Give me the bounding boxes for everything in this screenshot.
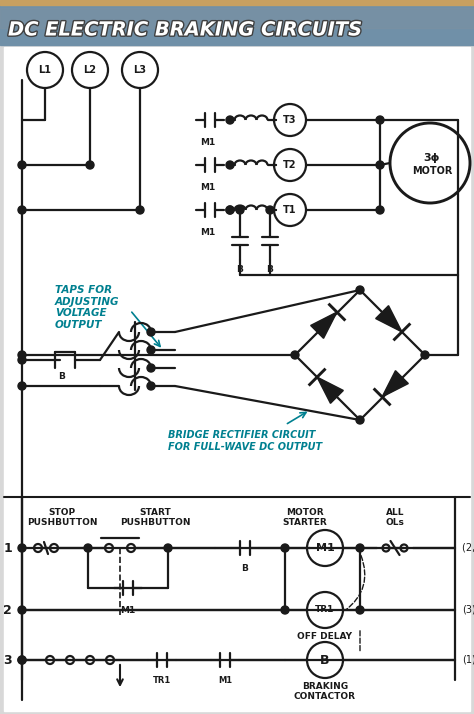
Circle shape <box>86 161 94 169</box>
Text: 1: 1 <box>3 541 12 555</box>
Text: L3: L3 <box>134 65 146 75</box>
Circle shape <box>266 206 274 214</box>
Circle shape <box>376 161 384 169</box>
Text: 3ϕ: 3ϕ <box>424 153 440 163</box>
Circle shape <box>147 346 155 354</box>
Text: (2, 3): (2, 3) <box>462 543 474 553</box>
Circle shape <box>164 544 172 552</box>
Text: (3): (3) <box>462 605 474 615</box>
Circle shape <box>376 206 384 214</box>
Circle shape <box>18 356 26 364</box>
Circle shape <box>356 286 364 294</box>
Circle shape <box>226 206 234 214</box>
Text: TAPS FOR
ADJUSTING
VOLTAGE
OUTPUT: TAPS FOR ADJUSTING VOLTAGE OUTPUT <box>55 285 119 330</box>
Text: B: B <box>242 564 248 573</box>
Text: 3: 3 <box>3 653 12 666</box>
Polygon shape <box>310 312 337 338</box>
Text: B: B <box>266 265 273 274</box>
Text: 2: 2 <box>3 603 12 616</box>
Text: M1: M1 <box>218 676 232 685</box>
Circle shape <box>226 116 234 124</box>
Bar <box>0 0 474 5</box>
Text: T3: T3 <box>283 115 297 125</box>
Bar <box>4 497 470 711</box>
Text: BRIDGE RECTIFIER CIRCUIT
FOR FULL-WAVE DC OUTPUT: BRIDGE RECTIFIER CIRCUIT FOR FULL-WAVE D… <box>168 430 322 451</box>
Circle shape <box>376 116 384 124</box>
Text: STOP
PUSHBUTTON: STOP PUSHBUTTON <box>27 508 97 528</box>
Polygon shape <box>317 377 343 403</box>
Text: BRAKING
CONTACTOR: BRAKING CONTACTOR <box>294 682 356 701</box>
Text: T2: T2 <box>283 160 297 170</box>
Text: MOTOR: MOTOR <box>412 166 452 176</box>
Circle shape <box>226 161 234 169</box>
Text: DC ELECTRIC BRAKING CIRCUITS: DC ELECTRIC BRAKING CIRCUITS <box>8 21 363 39</box>
Circle shape <box>84 544 92 552</box>
Circle shape <box>18 382 26 390</box>
Circle shape <box>136 206 144 214</box>
Circle shape <box>18 544 26 552</box>
Circle shape <box>18 656 26 664</box>
Text: T1: T1 <box>283 205 297 215</box>
Text: ALL
OLs: ALL OLs <box>385 508 404 528</box>
Text: OFF DELAY: OFF DELAY <box>298 632 353 641</box>
Circle shape <box>18 606 26 614</box>
Circle shape <box>356 606 364 614</box>
Text: L2: L2 <box>83 65 97 75</box>
Circle shape <box>281 606 289 614</box>
Circle shape <box>18 656 26 664</box>
Circle shape <box>18 161 26 169</box>
Text: MOTOR
STARTER: MOTOR STARTER <box>283 508 328 528</box>
Bar <box>0 8 474 28</box>
Text: M1: M1 <box>201 138 216 147</box>
Circle shape <box>421 351 429 359</box>
Circle shape <box>147 364 155 372</box>
Text: (1): (1) <box>462 655 474 665</box>
Circle shape <box>18 206 26 214</box>
Text: B: B <box>237 265 244 274</box>
Bar <box>4 47 470 497</box>
Text: M1: M1 <box>201 183 216 192</box>
Polygon shape <box>376 306 402 332</box>
Circle shape <box>291 351 299 359</box>
Text: B: B <box>59 372 65 381</box>
Text: M1: M1 <box>201 228 216 237</box>
Text: START
PUSHBUTTON: START PUSHBUTTON <box>120 508 190 528</box>
Circle shape <box>281 544 289 552</box>
Circle shape <box>236 206 244 214</box>
Text: TR1: TR1 <box>153 676 171 685</box>
Circle shape <box>356 544 364 552</box>
Bar <box>0 5 474 45</box>
Text: TR1: TR1 <box>315 605 335 615</box>
Text: M1: M1 <box>120 606 136 615</box>
Polygon shape <box>382 371 408 397</box>
Text: M1: M1 <box>316 543 334 553</box>
Text: L1: L1 <box>38 65 52 75</box>
Circle shape <box>18 351 26 359</box>
Circle shape <box>147 328 155 336</box>
Text: B: B <box>320 653 330 666</box>
Circle shape <box>147 382 155 390</box>
Circle shape <box>356 416 364 424</box>
Circle shape <box>226 206 234 214</box>
